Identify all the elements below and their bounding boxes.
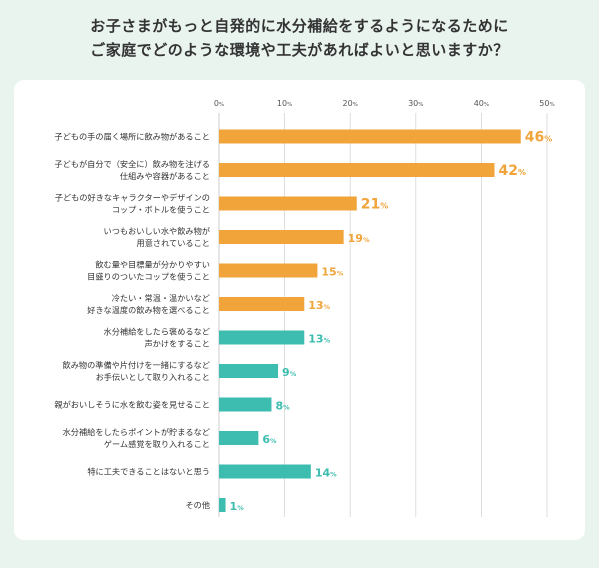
category-label: 水分補給をしたらポイントが貯まるなど (63, 427, 210, 437)
value-label: 13% (308, 333, 330, 346)
bar (219, 163, 495, 177)
bar (219, 464, 311, 479)
x-tick-label: 0% (214, 99, 224, 108)
category-label: 目盛りのついたコップを使うこと (87, 272, 210, 282)
bar (219, 196, 357, 211)
category-label: 飲み物の準備や片付けを一緒にするなど (63, 360, 210, 370)
bar (219, 431, 259, 445)
bar (219, 364, 279, 378)
bar (219, 397, 272, 412)
chart-title-line-2: ご家庭でどのような環境や工夫があればよいと思いますか？ (90, 41, 509, 59)
value-label: 46% (525, 130, 553, 146)
category-label: その他 (185, 500, 210, 510)
category-label: 特に工夫できることはないと思う (87, 467, 210, 477)
bar (219, 297, 305, 311)
value-label: 13% (308, 299, 330, 312)
value-label: 21% (361, 197, 389, 213)
category-label: いつもおいしい水や飲み物が (104, 226, 210, 236)
bar (219, 263, 318, 278)
chart-title: お子さまがもっと自発的に水分補給をするようになるために ご家庭でどのような環境や… (0, 14, 599, 62)
x-tick-label: 20% (342, 99, 357, 108)
bar (219, 330, 305, 345)
bar (219, 230, 344, 244)
category-label: 仕組みや容器があること (120, 171, 210, 181)
chart-title-line-1: お子さまがもっと自発的に水分補給をするようになるために (90, 17, 509, 35)
value-label: 6% (262, 433, 277, 446)
value-label: 15% (321, 266, 343, 279)
value-label: 14% (315, 467, 337, 480)
category-label: 子どもが自分で（安全に）飲み物を注げる (54, 159, 210, 169)
bar (219, 129, 521, 144)
x-tick-label: 10% (277, 99, 292, 108)
category-label: 親がおいしそうに水を飲む姿を見せること (54, 400, 210, 410)
x-tick-label: 30% (408, 99, 423, 108)
category-label: 飲む量や目標量が分かりやすい (95, 260, 210, 270)
bar (219, 498, 226, 512)
category-label: お手伝いとして取り入れること (96, 372, 210, 382)
x-tick-label: 40% (474, 99, 489, 108)
category-label: 好きな温度の飲み物を選べること (87, 305, 210, 315)
value-label: 42% (499, 163, 527, 179)
category-label: 水分補給をしたら褒めるなど (104, 327, 210, 337)
value-label: 1% (230, 500, 245, 513)
category-label: 声かけをすること (144, 339, 210, 349)
category-label: 冷たい・常温・温かいなど (112, 293, 210, 303)
value-label: 9% (282, 366, 297, 379)
category-label: 子どもの好きなキャラクターやデザインの (55, 193, 210, 203)
category-label: コップ・ボトルを使うこと (112, 205, 210, 215)
x-tick-label: 50% (539, 99, 554, 108)
category-label: 用意されていること (137, 238, 210, 248)
category-label: 子どもの手の届く場所に飲み物があること (54, 132, 210, 142)
category-label: ゲーム感覚を取り入れること (104, 439, 210, 449)
value-label: 19% (348, 232, 370, 245)
value-label: 8% (275, 400, 290, 413)
